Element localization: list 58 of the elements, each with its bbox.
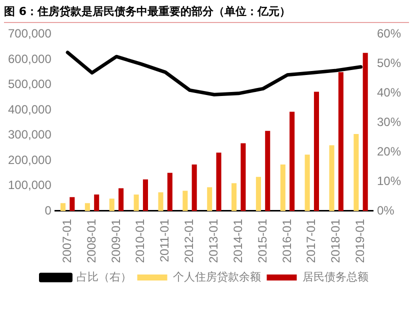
y2-tick-label: 60% xyxy=(376,26,402,41)
bar xyxy=(216,152,222,211)
y-tick-label: 700,000 xyxy=(8,26,52,41)
bar xyxy=(280,164,286,211)
bar xyxy=(232,183,237,211)
x-tick-label: 2013-01 xyxy=(206,218,220,264)
y-tick-label: 500,000 xyxy=(8,77,52,92)
bar xyxy=(338,72,344,211)
x-tick-label: 2017-01 xyxy=(304,218,318,264)
bar xyxy=(142,179,148,211)
chart-title: 图 6：住房贷款是居民债务中最重要的部分（单位：亿元） xyxy=(4,4,409,23)
legend-label: 个人住房贷款余额 xyxy=(172,270,261,284)
x-tick-label: 2007-01 xyxy=(60,218,74,264)
x-tick-label: 2015-01 xyxy=(255,218,270,264)
bar xyxy=(290,112,295,211)
y2-tick-label: 40% xyxy=(376,85,402,100)
bar xyxy=(134,194,139,211)
y-tick-label: 300,000 xyxy=(8,128,52,142)
y-tick-label: 0 xyxy=(44,203,52,218)
y2-tick-label: 20% xyxy=(376,144,402,158)
bar xyxy=(60,203,66,211)
legend-label: 居民债务总额 xyxy=(302,270,368,284)
bar xyxy=(192,164,197,211)
y2-tick-label: 30% xyxy=(376,114,402,129)
y2-tick-label: 10% xyxy=(376,174,402,188)
x-tick-label: 2010-01 xyxy=(133,218,148,264)
bar xyxy=(256,176,261,211)
bar xyxy=(118,188,124,211)
x-tick-label: 2018-01 xyxy=(328,218,343,264)
bar xyxy=(240,143,246,211)
bar xyxy=(109,198,114,211)
bar xyxy=(182,190,188,211)
bar xyxy=(304,154,310,211)
bar xyxy=(362,52,368,211)
x-tick-label: 2008-01 xyxy=(84,218,98,264)
y-tick-label: 400,000 xyxy=(8,102,52,116)
y2-tick-label: 0% xyxy=(376,203,395,218)
bar xyxy=(158,192,164,211)
x-tick-label: 2012-01 xyxy=(182,218,196,264)
x-tick-label: 2011-01 xyxy=(158,218,172,262)
bar xyxy=(167,172,172,211)
x-tick-label: 2019-01 xyxy=(353,218,368,264)
bar xyxy=(84,203,90,211)
y-tick-label: 600,000 xyxy=(8,52,52,66)
y-tick-label: 200,000 xyxy=(8,152,52,167)
bar xyxy=(207,187,212,211)
x-tick-label: 2009-01 xyxy=(108,218,123,264)
bar xyxy=(70,197,75,211)
x-tick-label: 2016-01 xyxy=(280,218,294,264)
legend-label: 占比（右） xyxy=(76,270,132,284)
bar xyxy=(94,194,100,211)
x-tick-label: 2014-01 xyxy=(230,218,245,264)
bar xyxy=(314,92,320,211)
bar xyxy=(354,134,359,211)
bar xyxy=(265,130,270,211)
y-tick-label: 100,000 xyxy=(8,178,52,192)
bar xyxy=(329,145,334,211)
y2-tick-label: 50% xyxy=(376,56,402,70)
